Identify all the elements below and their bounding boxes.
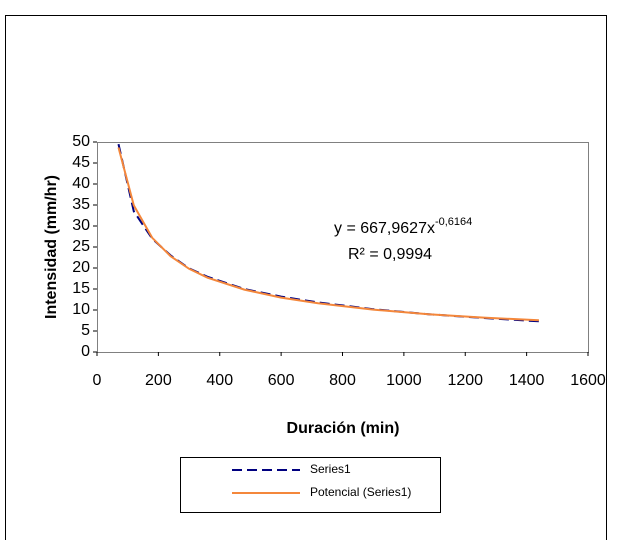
y-tick-label: 40 — [72, 175, 90, 192]
x-axis-title: Duración (min) — [287, 420, 400, 437]
legend-label: Series1 — [310, 462, 351, 476]
x-tick-label: 800 — [329, 372, 356, 389]
x-tick-label: 0 — [93, 372, 102, 389]
exponent: -0,6164 — [435, 216, 472, 228]
legend-label: Potencial (Series1) — [310, 485, 411, 499]
legend — [180, 457, 441, 513]
x-tick-label: 1000 — [386, 372, 422, 389]
y-tick-label: 25 — [72, 238, 90, 255]
y-axis-title: Intensidad (mm/hr) — [43, 175, 60, 319]
y-tick-label: 45 — [72, 154, 90, 171]
equation: y = 667,9627x — [334, 220, 435, 237]
plot-area — [97, 142, 589, 353]
y-tick-label: 35 — [72, 196, 90, 213]
series-line — [117, 147, 539, 322]
y-tick-label: 10 — [72, 301, 90, 318]
y-tick-label: 5 — [81, 322, 90, 339]
r-squared: R² = 0,9994 — [348, 246, 432, 263]
y-tick-label: 20 — [72, 259, 90, 276]
x-tick-label: 400 — [206, 372, 233, 389]
x-tick-label: 1200 — [447, 372, 483, 389]
x-tick-label: 600 — [268, 372, 295, 389]
x-tick-label: 1400 — [509, 372, 545, 389]
x-tick-label: 200 — [145, 372, 172, 389]
y-tick-label: 15 — [72, 280, 90, 297]
y-tick-label: 50 — [72, 133, 90, 150]
trendline-equation: y = 667,9627x-0,6164 — [334, 216, 472, 237]
x-tick-label: 1600 — [570, 372, 606, 389]
y-tick-label: 30 — [72, 217, 90, 234]
y-tick-label: 0 — [81, 343, 90, 360]
